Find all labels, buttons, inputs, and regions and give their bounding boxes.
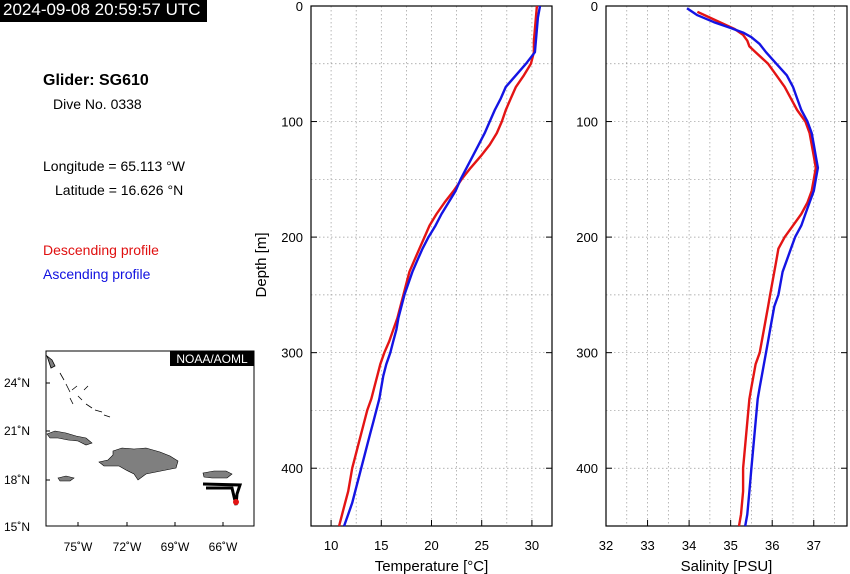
map-lon-label: 75˚W	[64, 540, 93, 554]
temperature-plot-frame	[310, 5, 553, 527]
longitude-readout: Longitude = 65.113 °W	[43, 158, 185, 174]
salinity-x-tick-label: 36	[765, 538, 779, 553]
salinity-y-tick-label: 400	[576, 461, 598, 476]
salinity-y-tick-label: 0	[591, 0, 598, 14]
salinity-ascending-line	[686, 7, 820, 527]
salinity-y-tick-label: 300	[576, 346, 598, 361]
jamaica-landmass	[57, 475, 75, 482]
map-lat-label: 24˚N	[4, 376, 30, 390]
glider-title: Glider: SG610	[43, 72, 149, 89]
salinity-x-tick-label: 35	[723, 538, 737, 553]
map-lat-label: 15˚N	[4, 520, 30, 534]
temperature-x-tick-label: 25	[474, 538, 488, 553]
hispaniola-landmass	[98, 447, 179, 481]
map-lat-label: 21˚N	[4, 424, 30, 438]
legend-descending: Descending profile	[43, 242, 159, 258]
map-credit: NOAA/AOML	[176, 352, 248, 366]
cuba-landmass	[46, 430, 93, 446]
temperature-x-tick-label: 15	[374, 538, 388, 553]
salinity-descending-line	[696, 10, 817, 527]
salinity-x-tick-label: 33	[640, 538, 654, 553]
map-lon-label: 72˚W	[113, 540, 142, 554]
temperature-x-tick-label: 20	[424, 538, 438, 553]
temperature-chart: 0 100 200 300 400 10 15 20 25 30 Temperature [°C] D…	[253, 0, 553, 574]
map-lon-ticks: 75˚W 72˚W 69˚W 66˚W	[64, 540, 238, 554]
dive-number: Dive No. 0338	[53, 96, 142, 112]
salinity-y-tick-label: 100	[576, 115, 598, 130]
temperature-y-tick-label: 100	[281, 115, 303, 130]
glider-position-marker	[233, 499, 239, 505]
puerto-rico-landmass	[202, 470, 233, 479]
temperature-y-tick-label: 200	[281, 230, 303, 245]
latitude-readout: Latitude = 16.626 °N	[55, 182, 184, 198]
salinity-x-axis-label: Salinity [PSU]	[681, 558, 773, 574]
temperature-descending-line	[337, 5, 539, 527]
map-credit-box	[170, 351, 254, 366]
temperature-y-axis-label: Depth [m]	[253, 232, 270, 297]
temperature-x-tick-label: 30	[525, 538, 539, 553]
salinity-x-tick-label: 34	[682, 538, 696, 553]
temperature-y-tick-label: 400	[281, 461, 303, 476]
temperature-y-tick-label: 0	[296, 0, 303, 14]
map-tick-marks	[46, 382, 224, 526]
temperature-ascending-line	[342, 5, 542, 527]
salinity-y-tick-label: 200	[576, 230, 598, 245]
salinity-plot-frame	[605, 5, 848, 527]
map-lat-label: 18˚N	[4, 473, 30, 487]
map-lat-ticks: 24˚N 21˚N 18˚N 15˚N	[4, 376, 30, 534]
location-map: NOAA/AOML 24˚N 21˚N 18˚N 15˚N 75˚W 72˚W …	[4, 350, 255, 554]
legend-ascending: Ascending profile	[43, 266, 151, 282]
map-lon-label: 69˚W	[161, 540, 190, 554]
temperature-x-axis-label: Temperature [°C]	[375, 558, 489, 574]
temperature-x-tick-label: 10	[324, 538, 338, 553]
salinity-x-tick-label: 37	[807, 538, 821, 553]
timestamp: 2024-09-08 20:59:57 UTC	[0, 0, 207, 22]
salinity-x-tick-label: 32	[599, 538, 613, 553]
map-lon-label: 66˚W	[209, 540, 238, 554]
salinity-chart: 0 100 200 300 400 32 33 34 35 36 37 Salinity [PSU]	[576, 0, 848, 574]
bahamas-islands	[46, 354, 111, 418]
temperature-y-tick-label: 300	[281, 346, 303, 361]
